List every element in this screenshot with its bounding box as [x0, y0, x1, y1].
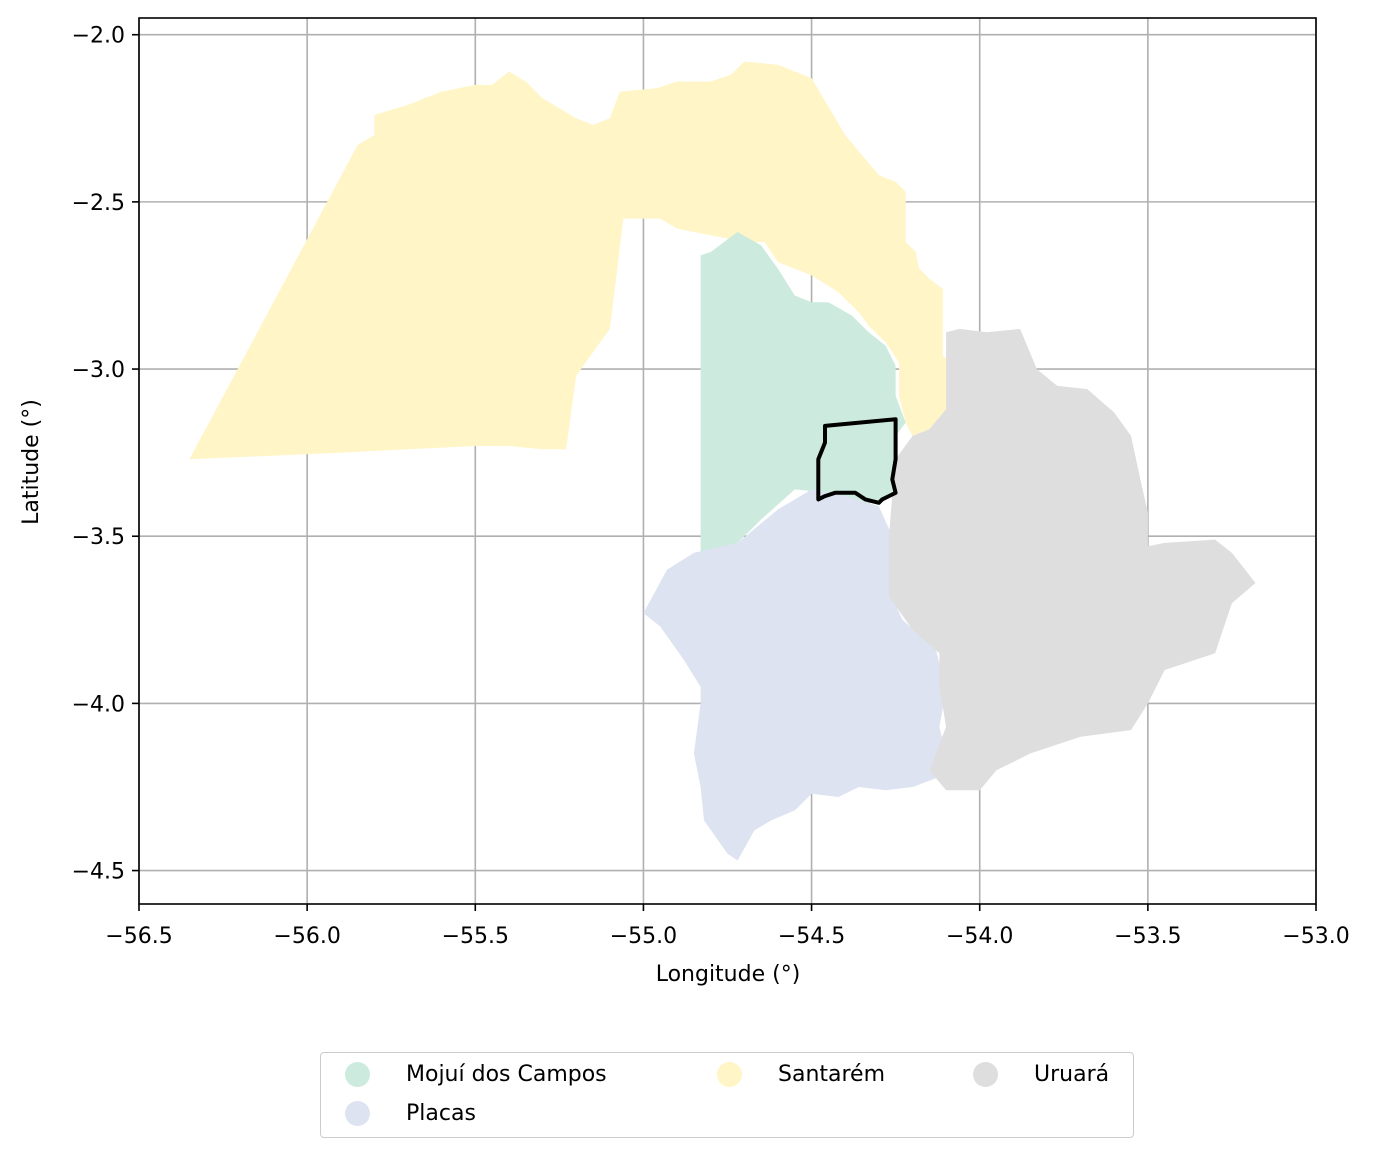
x-tick-label-1: −56.0	[273, 924, 340, 949]
region-placas	[643, 489, 947, 861]
x-tick-label-3: −55.0	[610, 924, 677, 949]
legend-label-placas: Placas	[406, 1101, 476, 1126]
legend-dot-placas	[345, 1101, 370, 1126]
x-tick-label-2: −55.5	[442, 924, 509, 949]
highlight-outline	[816, 417, 898, 505]
plot-frame	[138, 17, 1317, 905]
legend-item-mojui: Mojuí dos Campos	[345, 1062, 607, 1087]
y-tick-label-3: −3.5	[72, 525, 125, 550]
x-tick-label-4: −54.5	[778, 924, 845, 949]
x-tick-label-6: −53.5	[1114, 924, 1181, 949]
legend-label-mojui: Mojuí dos Campos	[406, 1062, 607, 1087]
y-tick-label-4: −4.0	[72, 692, 125, 717]
y-tick-label-5: −4.5	[72, 860, 125, 885]
legend-dot-santarem	[717, 1062, 742, 1087]
region-santarem	[189, 61, 963, 460]
highlight-outline-layer	[816, 417, 898, 505]
x-tick-label-7: −53.0	[1282, 924, 1349, 949]
legend-item-santarem: Santarém	[717, 1062, 885, 1087]
legend-item-uruara: Uruará	[973, 1062, 1109, 1087]
y-tick-label-0: −2.0	[72, 24, 125, 49]
x-tick-label-0: −56.5	[105, 924, 172, 949]
x-tick-label-5: −54.0	[946, 924, 1013, 949]
legend-item-placas: Placas	[345, 1101, 476, 1126]
region-uruara	[888, 328, 1256, 791]
region-mojui-dos-campos	[700, 232, 906, 553]
x-axis-label: Longitude (°)	[656, 962, 801, 987]
legend: Mojuí dos Campos Santarém Uruará Placas	[320, 1052, 1134, 1138]
tick-layer: −56.5 −56.0 −55.5 −55.0 −54.5 −54.0 −53.5 −53.0…	[72, 24, 1350, 949]
y-tick-label-2: −3.0	[72, 358, 125, 383]
legend-label-uruara: Uruará	[1034, 1062, 1110, 1087]
y-tick-label-1: −2.5	[72, 191, 125, 216]
legend-dot-uruara	[973, 1062, 998, 1087]
region-layer	[189, 61, 1256, 861]
y-axis-label: Latitude (°)	[19, 399, 44, 525]
legend-label-santarem: Santarém	[778, 1062, 886, 1087]
legend-dot-mojui	[345, 1062, 370, 1087]
